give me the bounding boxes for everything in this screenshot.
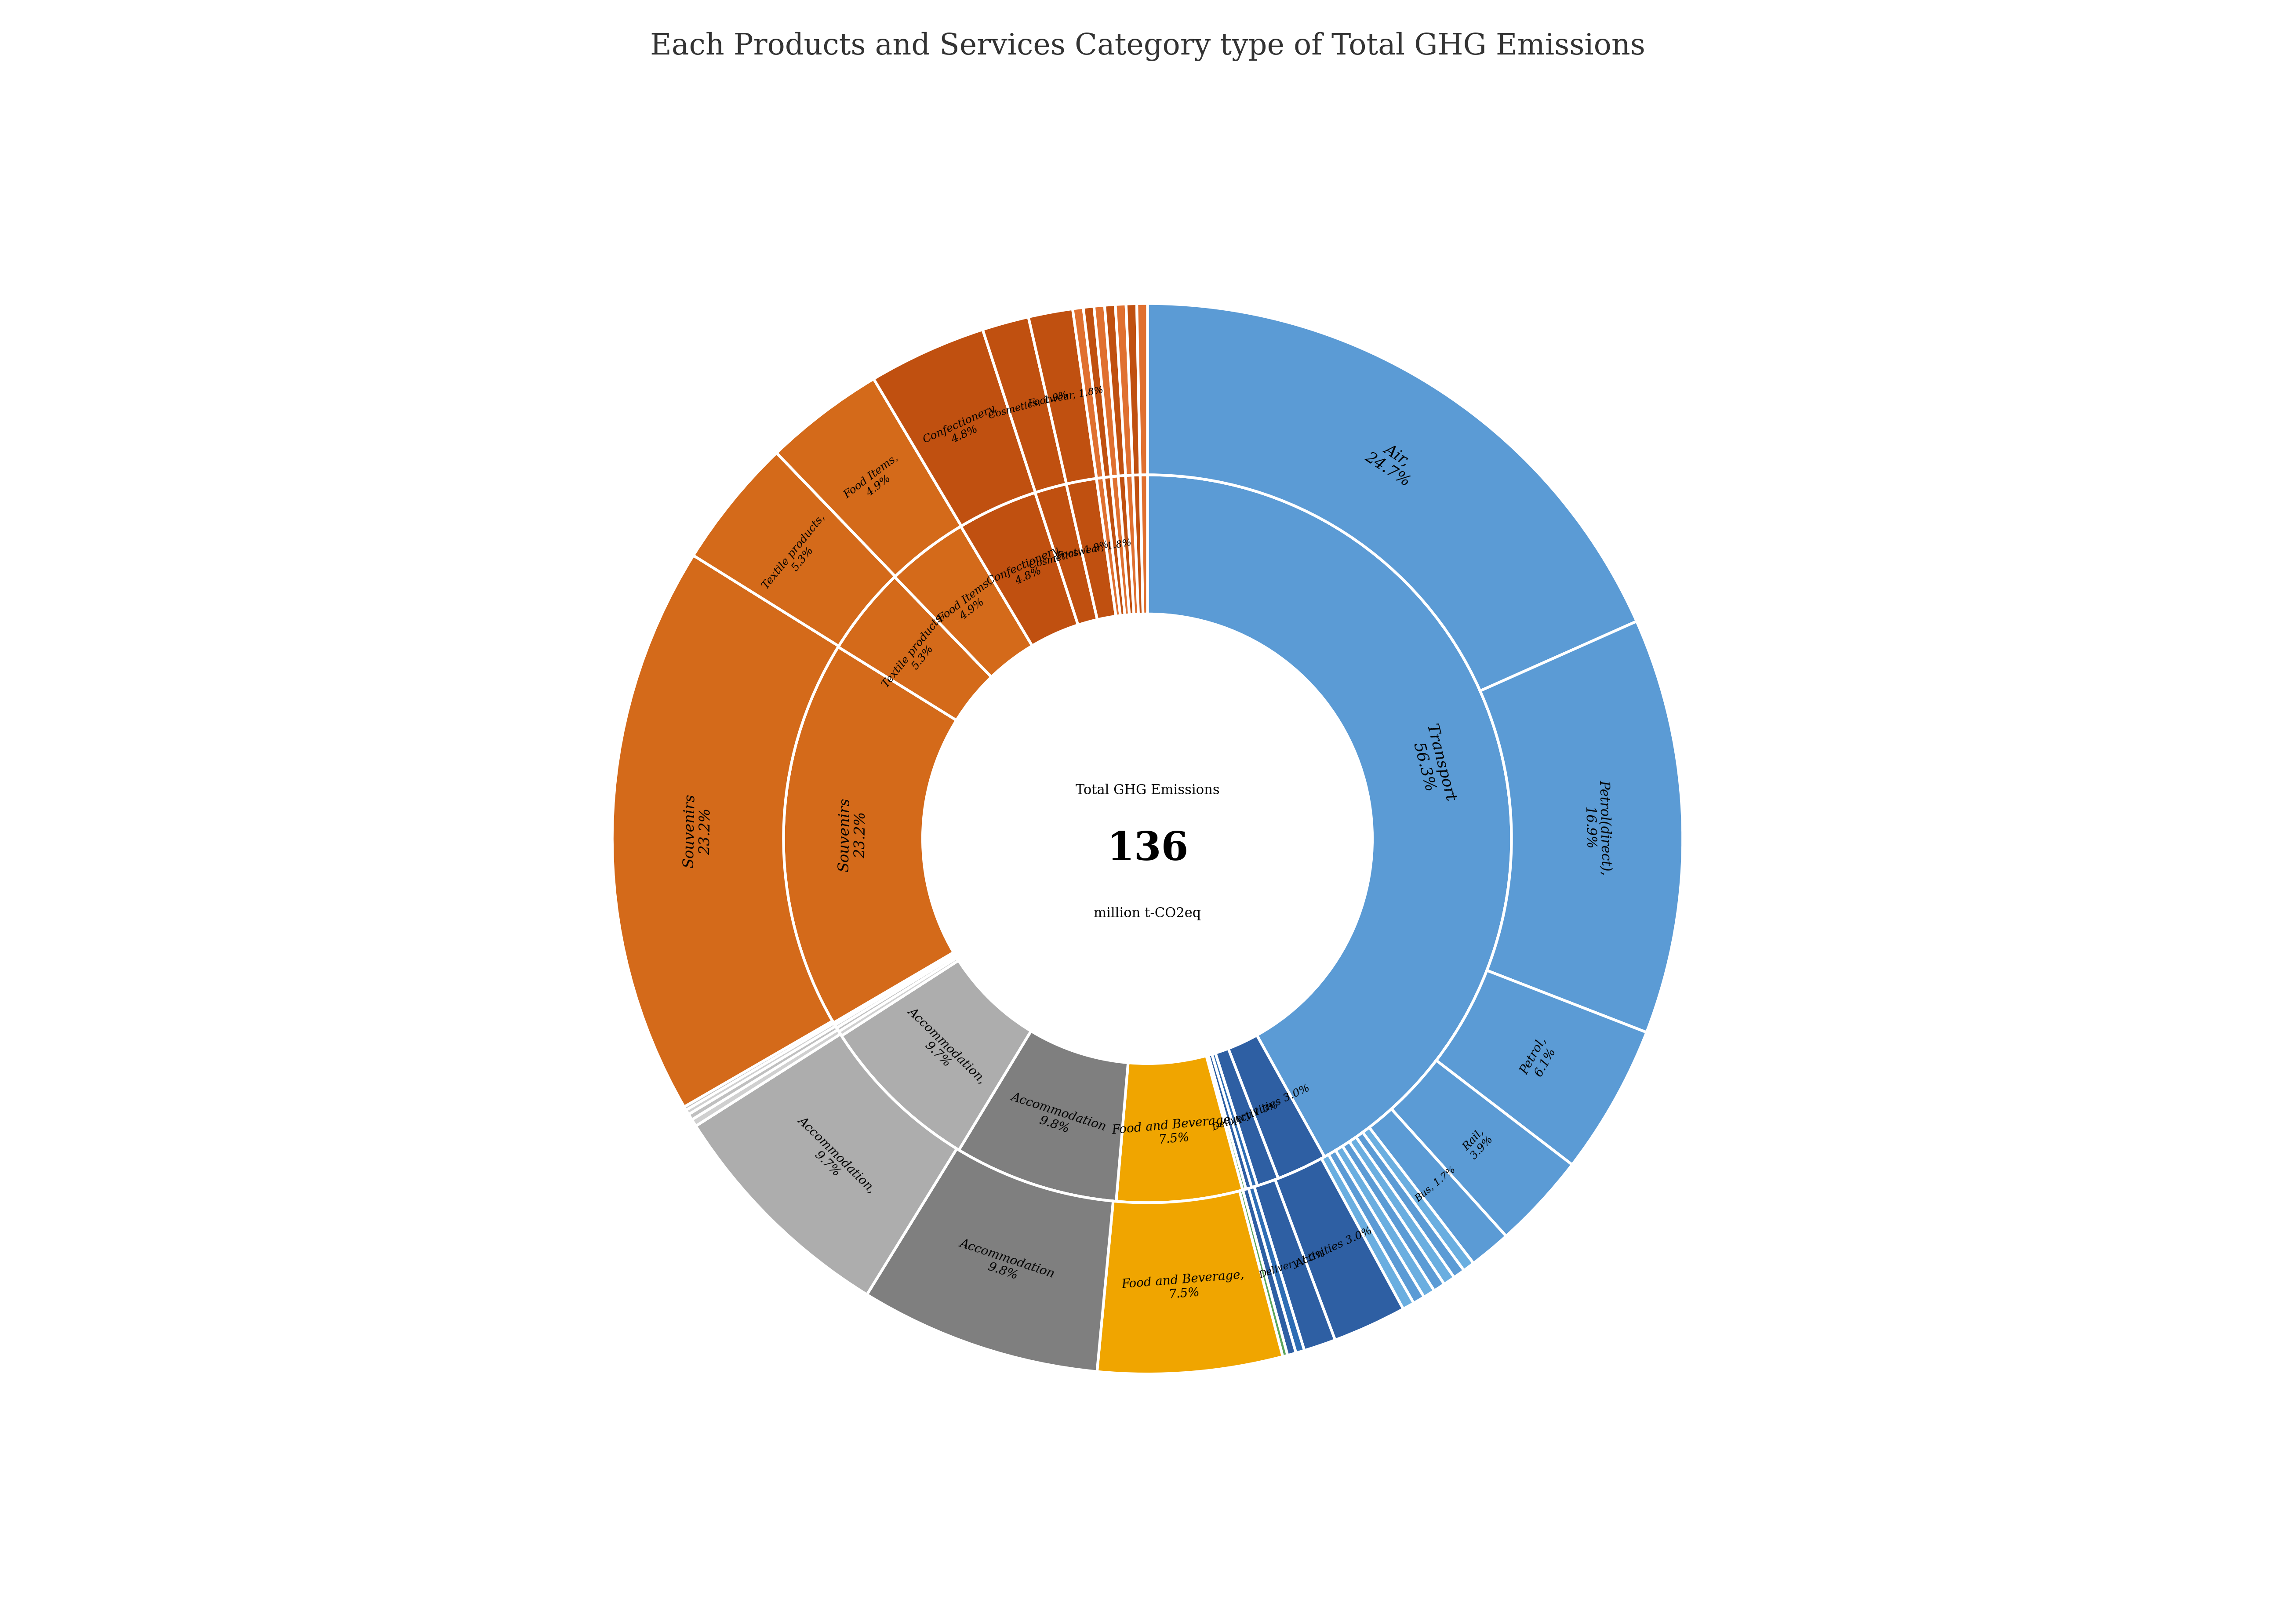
Wedge shape: [1253, 1179, 1336, 1351]
Wedge shape: [1343, 1142, 1444, 1291]
Text: 136: 136: [1106, 830, 1189, 869]
Wedge shape: [688, 1026, 838, 1119]
Wedge shape: [1115, 1056, 1242, 1203]
Wedge shape: [1148, 474, 1512, 1156]
Wedge shape: [613, 555, 838, 1108]
Text: Food and Beverage,
7.5%: Food and Beverage, 7.5%: [1122, 1270, 1246, 1304]
Wedge shape: [1104, 477, 1125, 615]
Wedge shape: [1207, 1056, 1246, 1190]
Text: Activities 3.0%: Activities 3.0%: [1294, 1226, 1375, 1270]
Text: Souvenirs
23.2%: Souvenirs 23.2%: [682, 794, 714, 869]
Text: Delivery 1.3%: Delivery 1.3%: [1258, 1249, 1327, 1280]
Wedge shape: [962, 492, 1079, 646]
Wedge shape: [1480, 622, 1682, 1033]
Wedge shape: [1104, 305, 1125, 476]
Wedge shape: [1097, 1190, 1283, 1374]
Text: Food and Beverage,
7.5%: Food and Beverage, 7.5%: [1111, 1114, 1237, 1150]
Wedge shape: [874, 330, 1035, 526]
Text: Petrol,
6.1%: Petrol, 6.1%: [1519, 1034, 1561, 1083]
Wedge shape: [695, 1034, 957, 1294]
Text: million t-CO2eq: million t-CO2eq: [1095, 906, 1200, 921]
Text: Cosmetics, 1.9%: Cosmetics, 1.9%: [987, 390, 1069, 421]
Text: Footwear, 1.8%: Footwear, 1.8%: [1028, 385, 1104, 408]
Text: Delivery 1.3%: Delivery 1.3%: [1209, 1101, 1278, 1132]
Wedge shape: [1083, 307, 1111, 477]
Wedge shape: [842, 960, 1030, 1150]
Wedge shape: [1134, 474, 1143, 614]
Wedge shape: [1370, 1109, 1506, 1263]
Wedge shape: [835, 953, 955, 1028]
Wedge shape: [1035, 484, 1097, 625]
Text: Rail,
3.9%: Rail, 3.9%: [1460, 1125, 1496, 1161]
Wedge shape: [1329, 1150, 1423, 1302]
Wedge shape: [1216, 1049, 1278, 1186]
Wedge shape: [1322, 1155, 1414, 1309]
Wedge shape: [1072, 307, 1104, 479]
Wedge shape: [959, 1031, 1129, 1202]
Wedge shape: [1239, 1190, 1287, 1356]
Text: Bus, 1.7%: Bus, 1.7%: [1414, 1164, 1457, 1203]
Text: Food Items,
4.9%: Food Items, 4.9%: [936, 577, 1001, 633]
Wedge shape: [1141, 474, 1148, 614]
Text: Accommodation,
9.7%: Accommodation, 9.7%: [897, 1005, 989, 1095]
Wedge shape: [1356, 1132, 1464, 1278]
Wedge shape: [1336, 1147, 1434, 1298]
Wedge shape: [1207, 1054, 1251, 1189]
Wedge shape: [1097, 477, 1120, 615]
Text: Textile products,
5.3%: Textile products, 5.3%: [881, 611, 957, 697]
Wedge shape: [838, 958, 959, 1036]
Wedge shape: [1212, 1052, 1258, 1187]
Text: Air,
24.7%: Air, 24.7%: [1363, 435, 1423, 489]
Wedge shape: [1244, 1189, 1297, 1356]
Wedge shape: [691, 1030, 840, 1125]
Wedge shape: [1276, 1158, 1402, 1340]
Wedge shape: [1437, 971, 1646, 1164]
Wedge shape: [693, 453, 895, 646]
Text: Textile products,
5.3%: Textile products, 5.3%: [760, 513, 835, 599]
Wedge shape: [1363, 1127, 1473, 1270]
Wedge shape: [1028, 309, 1097, 484]
Wedge shape: [982, 317, 1067, 492]
Wedge shape: [838, 577, 991, 721]
Wedge shape: [1248, 1187, 1304, 1353]
Wedge shape: [776, 378, 962, 577]
Wedge shape: [1118, 476, 1134, 615]
Wedge shape: [1125, 476, 1138, 614]
Wedge shape: [686, 1023, 835, 1114]
Text: Confectionery,
4.8%: Confectionery, 4.8%: [985, 544, 1067, 598]
Wedge shape: [1127, 304, 1141, 476]
Wedge shape: [1148, 304, 1636, 690]
Wedge shape: [1349, 1137, 1455, 1285]
Wedge shape: [895, 526, 1033, 677]
Text: Accommodation,
9.7%: Accommodation, 9.7%: [787, 1114, 877, 1205]
Wedge shape: [684, 1021, 833, 1111]
Text: Cosmetics, 1.9%: Cosmetics, 1.9%: [1028, 539, 1111, 570]
Wedge shape: [1228, 1034, 1324, 1179]
Text: Petrol(direct),
16.9%: Petrol(direct), 16.9%: [1581, 780, 1613, 875]
Text: Food Items,
4.9%: Food Items, 4.9%: [842, 453, 907, 510]
Wedge shape: [1067, 479, 1115, 620]
Wedge shape: [868, 1148, 1113, 1372]
Wedge shape: [835, 955, 957, 1031]
Text: Confectionery,
4.8%: Confectionery, 4.8%: [920, 403, 1003, 456]
Text: Footwear, 1.8%: Footwear, 1.8%: [1056, 538, 1131, 560]
Text: Each Products and Services Category type of Total GHG Emissions: Each Products and Services Category type…: [649, 32, 1646, 62]
Wedge shape: [1095, 305, 1118, 476]
Wedge shape: [1391, 1060, 1572, 1236]
Wedge shape: [1136, 304, 1148, 474]
Wedge shape: [1115, 304, 1134, 476]
Text: Activities 3.0%: Activities 3.0%: [1232, 1083, 1313, 1127]
Text: Transport
56.3%: Transport 56.3%: [1407, 723, 1457, 807]
Wedge shape: [833, 952, 955, 1025]
Text: Total GHG Emissions: Total GHG Emissions: [1076, 784, 1219, 797]
Wedge shape: [1111, 476, 1129, 615]
Text: Accommodation
9.8%: Accommodation 9.8%: [952, 1237, 1056, 1293]
Text: Souvenirs
23.2%: Souvenirs 23.2%: [838, 797, 870, 872]
Text: Accommodation
9.8%: Accommodation 9.8%: [1005, 1091, 1108, 1147]
Wedge shape: [783, 646, 957, 1023]
